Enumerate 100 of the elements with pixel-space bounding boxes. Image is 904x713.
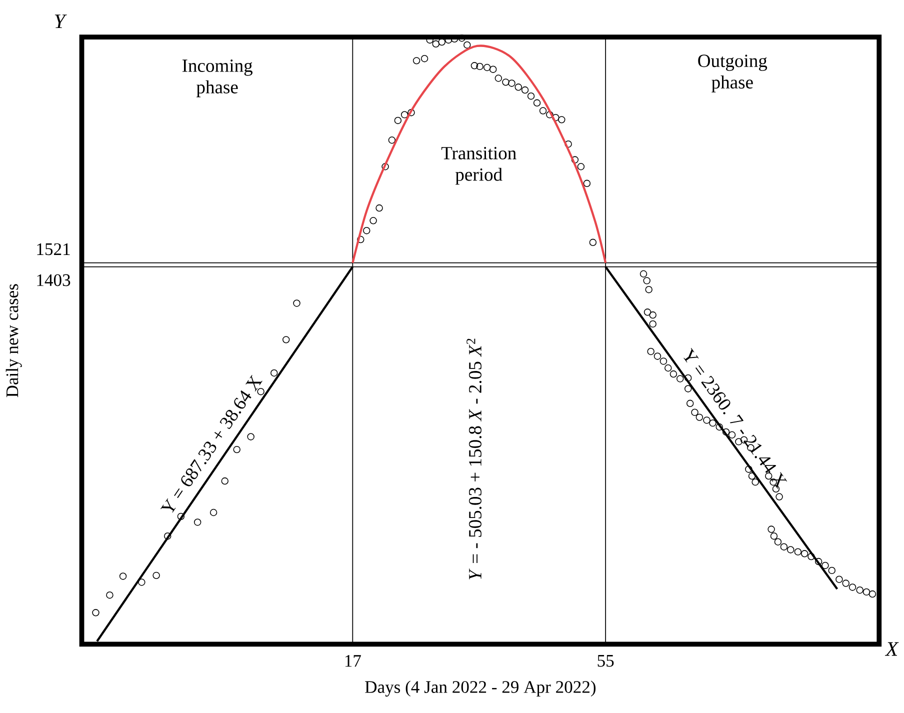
- point: [394, 116, 402, 124]
- point: [709, 419, 716, 426]
- point: [483, 64, 491, 71]
- point: [412, 56, 420, 64]
- point: [577, 162, 585, 170]
- text: X: [884, 642, 899, 656]
- point: [808, 552, 815, 560]
- point: [645, 286, 652, 294]
- point: [684, 384, 692, 392]
- point: [649, 320, 656, 328]
- x-tick-label: 55: [598, 654, 614, 667]
- point: [696, 413, 704, 421]
- point: [210, 508, 218, 516]
- annotation: Y = - 505.03 + 150.8 X - 2.05 X$^{2}$: [466, 338, 482, 580]
- point: [293, 299, 300, 307]
- point: [164, 532, 172, 540]
- point: [654, 352, 662, 360]
- point: [664, 364, 672, 372]
- point: [774, 538, 782, 546]
- point: [660, 357, 668, 365]
- point: [370, 216, 377, 224]
- point: [376, 204, 383, 212]
- point: [514, 83, 522, 91]
- point: [388, 136, 396, 144]
- point: [768, 525, 775, 533]
- point: [735, 438, 742, 446]
- text: Y: [54, 14, 67, 28]
- point: [521, 86, 529, 94]
- point: [836, 576, 843, 583]
- point: [722, 428, 730, 436]
- point: [233, 446, 240, 453]
- point: [502, 78, 510, 86]
- annotation: Incoming phase: [182, 59, 252, 97]
- point: [357, 236, 364, 243]
- point: [848, 583, 856, 591]
- point: [408, 108, 415, 116]
- point: [539, 106, 547, 114]
- point: [282, 336, 290, 344]
- point: [420, 54, 428, 62]
- point: [546, 110, 554, 118]
- annotation: Outgoing phase: [698, 54, 768, 92]
- x-axis-title: Days (4 Jan 2022 - 29 Apr 2022): [365, 680, 596, 696]
- point: [138, 578, 146, 586]
- point: [470, 62, 478, 70]
- point: [589, 238, 597, 246]
- point: [686, 400, 694, 407]
- point: [828, 566, 836, 574]
- point: [400, 110, 408, 118]
- point: [670, 370, 678, 378]
- point: [476, 62, 484, 70]
- point: [716, 423, 723, 430]
- point: [152, 572, 160, 579]
- point: [676, 374, 684, 382]
- point: [177, 512, 185, 520]
- point: [856, 586, 864, 594]
- point: [270, 369, 278, 376]
- point: [494, 74, 502, 82]
- point: [684, 374, 692, 382]
- point: [868, 590, 876, 598]
- point: [776, 492, 783, 500]
- point: [640, 270, 648, 278]
- point: [862, 588, 870, 596]
- point: [780, 543, 788, 550]
- point: [221, 477, 228, 484]
- point: [382, 162, 389, 170]
- line-series: [352, 44, 607, 264]
- y-axis-title: Daily new cases: [6, 284, 22, 397]
- point: [647, 348, 654, 355]
- point: [527, 92, 535, 100]
- point: [822, 562, 829, 569]
- point: [92, 608, 100, 616]
- point: [489, 66, 497, 73]
- point: [508, 79, 516, 87]
- point: [583, 180, 591, 187]
- point: [649, 311, 656, 318]
- x-tick-label: 17: [345, 654, 361, 666]
- y-tick-label: 1521: [37, 243, 70, 255]
- point: [119, 572, 127, 580]
- point: [794, 548, 802, 556]
- point: [571, 156, 579, 164]
- point: [752, 478, 759, 486]
- point: [247, 432, 254, 440]
- point: [703, 416, 710, 424]
- y-tick-label: 1403: [37, 274, 70, 286]
- point: [770, 532, 778, 540]
- point: [644, 308, 652, 316]
- point: [786, 546, 794, 554]
- point: [363, 226, 370, 234]
- point: [842, 579, 850, 587]
- point: [558, 116, 566, 124]
- point: [464, 41, 471, 48]
- point: [106, 591, 114, 598]
- point: [432, 40, 440, 48]
- point: [814, 558, 822, 565]
- point: [533, 99, 541, 106]
- point: [800, 550, 808, 558]
- point: [691, 408, 698, 416]
- point: [728, 431, 736, 438]
- point: [194, 518, 202, 526]
- annotation: Transition period: [441, 146, 516, 184]
